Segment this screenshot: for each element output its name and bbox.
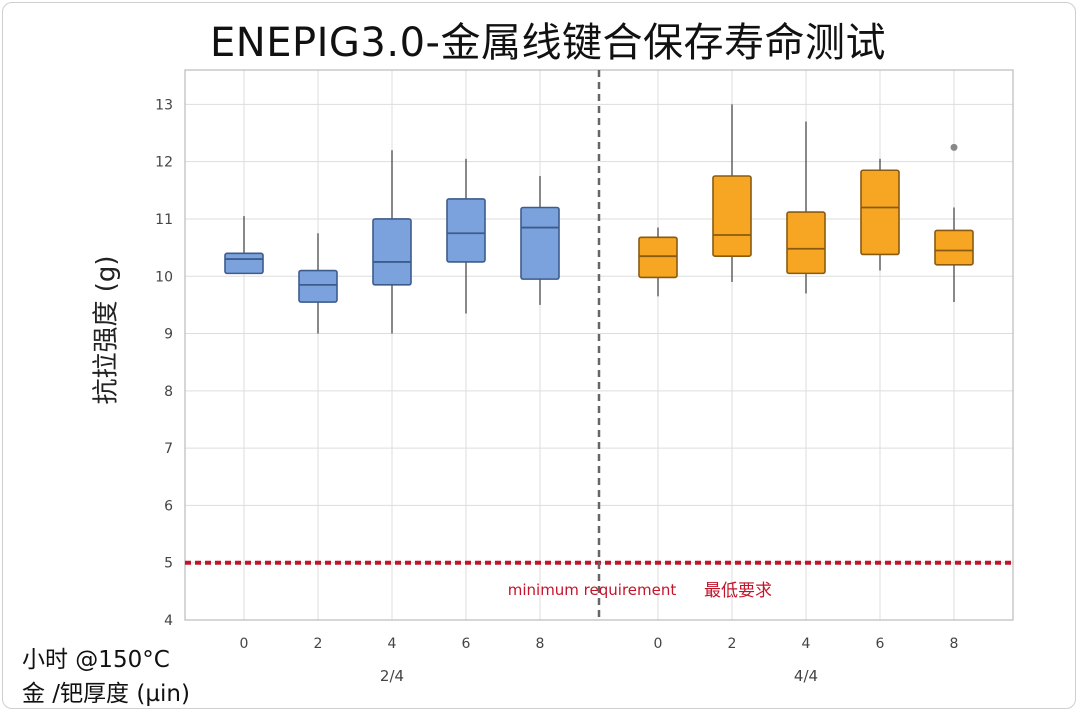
box-4-4-2 <box>712 175 752 257</box>
y-tick-label: 7 <box>164 441 173 457</box>
box-4-4-8 <box>934 229 974 266</box>
y-tick-label: 4 <box>164 613 173 629</box>
y-tick-label: 10 <box>155 269 173 285</box>
outlier-point <box>950 143 958 151</box>
box-2-4-8 <box>520 206 560 280</box>
group-label: 4/4 <box>794 667 818 685</box>
box-2-4-2 <box>298 269 338 303</box>
y-tick-label: 12 <box>155 155 173 171</box>
box-2-4-4 <box>372 218 412 286</box>
x-tick-label: 4 <box>388 636 397 652</box>
y-tick-label: 11 <box>155 212 173 228</box>
box-4-4-0 <box>638 236 678 279</box>
group-label: 2/4 <box>380 667 404 685</box>
x-tick-label: 2 <box>728 636 737 652</box>
box-4-4-6 <box>860 169 900 256</box>
x-tick-label: 0 <box>240 636 249 652</box>
y-tick-label: 5 <box>164 556 173 572</box>
x-tick-label: 0 <box>654 636 663 652</box>
minimum-requirement-label-en: minimum requirement <box>508 581 677 599</box>
y-tick-label: 6 <box>164 498 173 514</box>
y-tick-label: 8 <box>164 384 173 400</box>
x-tick-label: 6 <box>876 636 885 652</box>
x-tick-label: 4 <box>802 636 811 652</box>
box-4-4-4 <box>786 211 826 275</box>
y-tick-label: 13 <box>155 97 173 113</box>
x-tick-label: 2 <box>314 636 323 652</box>
x-axis-label-hours: 小时 @150°C <box>22 647 170 673</box>
x-tick-label: 6 <box>462 636 471 652</box>
chart-title: ENEPIG3.0-金属线键合保存寿命测试 <box>210 20 886 66</box>
minimum-requirement-label-cn: 最低要求 <box>704 581 772 601</box>
x-tick-label: 8 <box>536 636 545 652</box>
x-tick-label: 8 <box>950 636 959 652</box>
box-2-4-6 <box>446 198 486 263</box>
box-2-4-0 <box>224 252 264 275</box>
x-axis-label-thickness: 金 /钯厚度 (µin) <box>22 681 190 707</box>
y-tick-label: 9 <box>164 327 173 343</box>
plot-area <box>185 70 1013 620</box>
